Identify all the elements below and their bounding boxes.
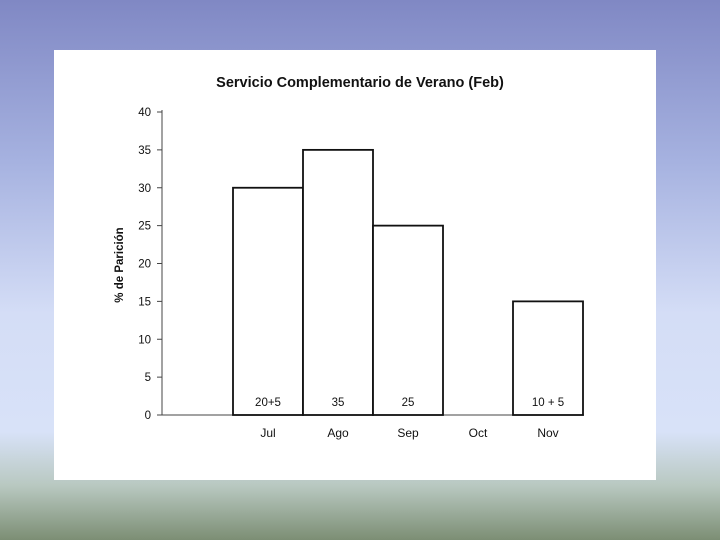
y-axis-label: % de Parición [114, 227, 126, 302]
y-tick-label: 30 [138, 183, 151, 195]
y-tick-label: 25 [138, 221, 151, 233]
y-tick-label: 35 [138, 145, 151, 157]
bar-chart: Servicio Complementario de Verano (Feb) … [114, 75, 584, 440]
bar-jul [232, 186, 304, 416]
x-tick-label: Sep [397, 426, 419, 440]
bar-ago [302, 148, 374, 416]
bars [232, 148, 584, 416]
bar-sep [372, 224, 444, 416]
data-labels: 20+5 35 25 10 + 5 [255, 397, 564, 409]
chart-title: Servicio Complementario de Verano (Feb) [216, 75, 504, 91]
x-tick-label: Nov [537, 426, 558, 440]
y-tick-label: 20 [138, 259, 151, 271]
x-tick-label: Oct [469, 426, 488, 440]
x-tick-label: Jul [260, 426, 275, 440]
chart-panel: Servicio Complementario de Verano (Feb) … [54, 50, 656, 480]
data-label: 25 [402, 397, 415, 409]
y-tick-label: 5 [145, 372, 151, 384]
y-tick-label: 10 [138, 334, 151, 346]
y-tick-label: 15 [138, 296, 151, 308]
bar-nov [512, 300, 584, 416]
data-label: 35 [332, 397, 345, 409]
y-tick-label: 40 [138, 107, 151, 119]
y-axis: 0 5 10 15 20 25 30 35 40 [138, 107, 163, 422]
y-tick-label: 0 [145, 410, 151, 422]
data-label: 10 + 5 [532, 397, 564, 409]
x-tick-label: Ago [327, 426, 349, 440]
data-label: 20+5 [255, 397, 281, 409]
x-axis: Jul Ago Sep Oct Nov [162, 414, 584, 440]
